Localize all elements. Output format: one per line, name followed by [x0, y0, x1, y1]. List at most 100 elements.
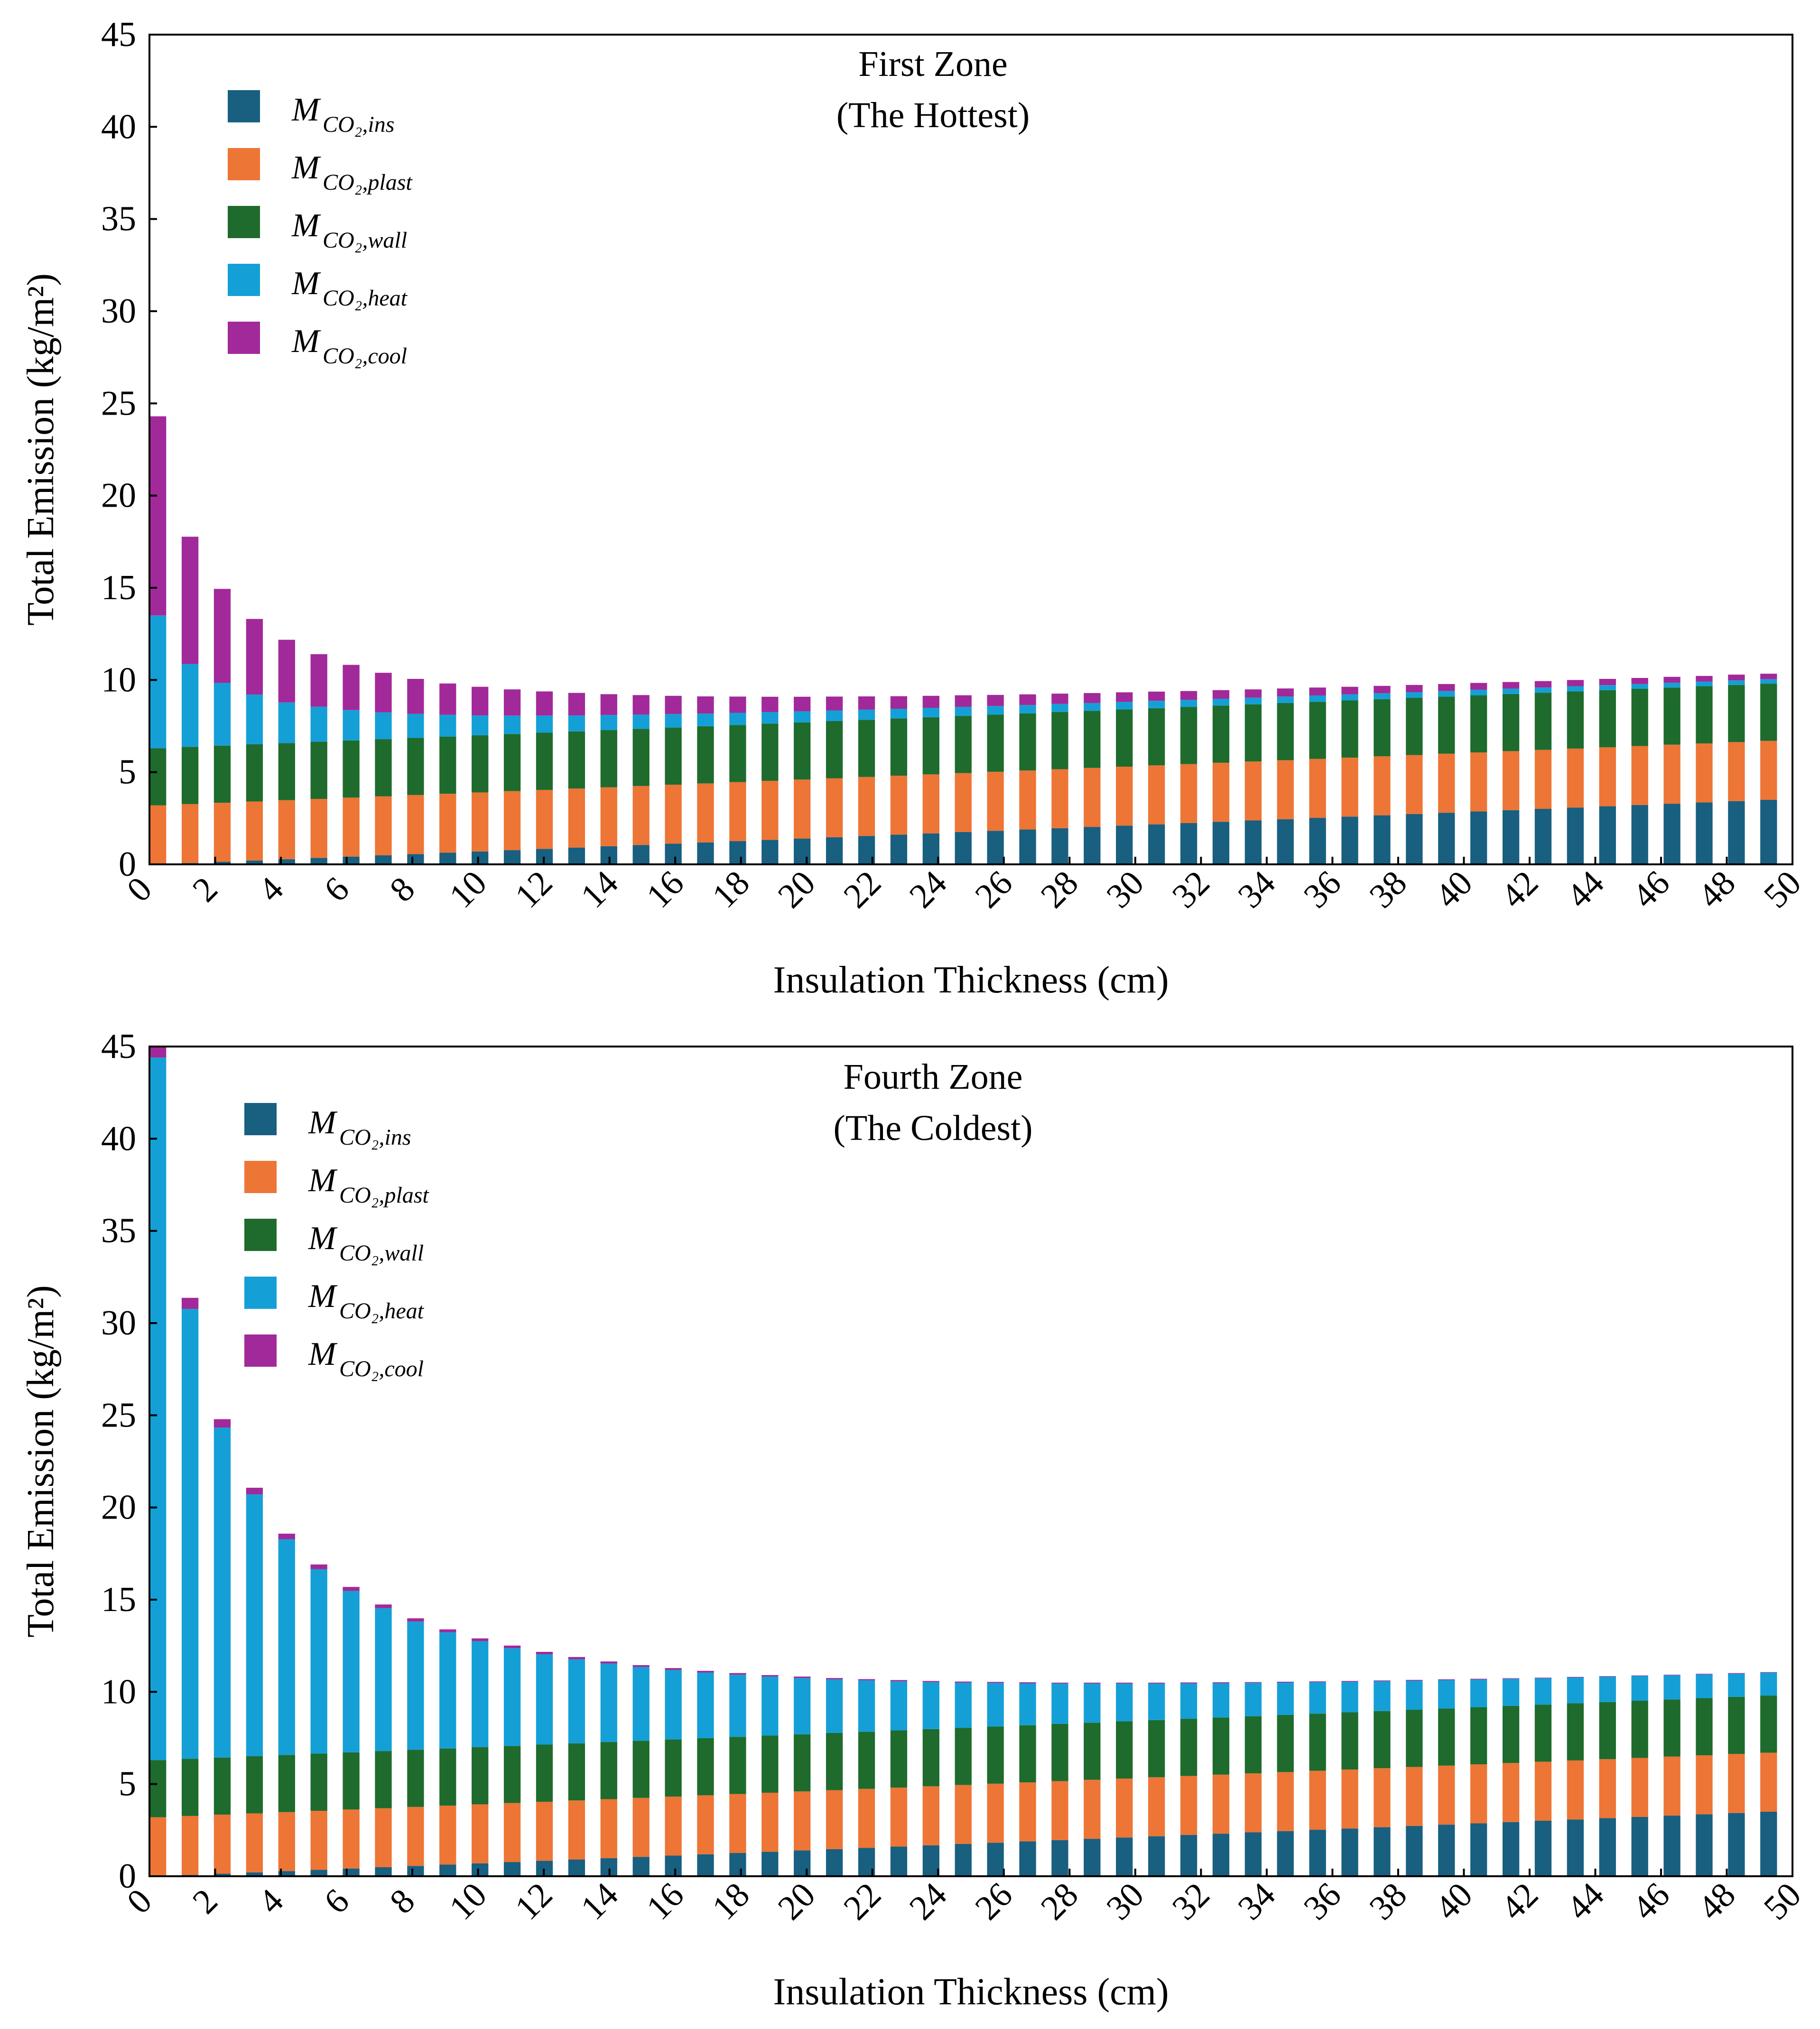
bar-segment	[1470, 1679, 1487, 1707]
bar-segment	[1019, 1682, 1036, 1684]
bar-segment	[149, 748, 167, 806]
bar-segment	[246, 695, 263, 744]
x-axis-title: Insulation Thickness (cm)	[773, 1971, 1169, 2013]
bar-segment	[1051, 828, 1068, 864]
bar-segment	[858, 720, 875, 777]
bar-segment	[1374, 815, 1391, 864]
bar-segment	[1534, 750, 1552, 809]
bar-segment	[729, 713, 746, 725]
bar-segment	[1663, 1756, 1681, 1816]
legend-label: M	[308, 1278, 338, 1315]
bar-segment	[1148, 701, 1165, 708]
bar-segment	[1341, 1681, 1358, 1682]
y-tick-label: 5	[119, 1765, 136, 1804]
bar-segment	[1631, 1758, 1648, 1817]
bar-segment	[1534, 1761, 1552, 1821]
bar-segment	[503, 791, 521, 851]
x-tick-label: 24	[902, 863, 954, 916]
bar-segment	[600, 1663, 617, 1742]
bar-segment	[1374, 756, 1391, 815]
x-tick-label: 12	[508, 863, 560, 916]
bar-segment	[439, 1629, 456, 1632]
bar-segment	[472, 686, 489, 715]
bar-segment	[1116, 709, 1133, 767]
bar-segment	[1051, 1683, 1068, 1724]
x-tick-label: 2	[185, 870, 225, 909]
bar-segment	[343, 1809, 360, 1869]
bar-segment	[890, 834, 908, 864]
bar-segment	[407, 1621, 424, 1750]
bar-segment	[1051, 769, 1068, 828]
bar-segment	[729, 1675, 746, 1737]
bar-segment	[1760, 1752, 1777, 1812]
bar-segment	[1470, 695, 1487, 753]
bar-segment	[890, 696, 908, 709]
bar-segment	[1244, 761, 1262, 821]
bar-segment	[1084, 693, 1101, 703]
bar-segment	[890, 1680, 908, 1682]
bar-segment	[1663, 1675, 1681, 1700]
bar-segment	[665, 695, 682, 714]
bar-segment	[697, 696, 714, 714]
bar-segment	[987, 1843, 1004, 1876]
bar-segment	[1567, 691, 1584, 749]
y-tick-label: 40	[101, 107, 136, 146]
bar-segment	[1212, 1683, 1230, 1718]
bar-segment	[826, 778, 843, 837]
bar-segment	[1212, 822, 1230, 864]
bar-segment	[1728, 742, 1745, 801]
bar-segment	[955, 1728, 972, 1785]
bar-segment	[955, 1682, 972, 1728]
x-tick-label: 50	[1756, 1875, 1809, 1927]
x-tick-label: 48	[1690, 863, 1743, 916]
bar-segment	[1438, 684, 1455, 691]
bar-segment	[890, 708, 908, 719]
bar-segment	[343, 710, 360, 741]
bar-segment	[536, 789, 553, 849]
x-tick-label: 44	[1559, 863, 1611, 916]
x-tick-label: 14	[574, 1875, 626, 1927]
bar-segment	[632, 786, 650, 845]
bar-segment	[632, 1665, 650, 1667]
bar-segment	[568, 788, 585, 848]
legend-swatch	[228, 90, 260, 122]
bars	[149, 416, 1777, 864]
bar-segment	[1502, 682, 1520, 689]
bar-segment	[1244, 704, 1262, 762]
bar-segment	[890, 1730, 908, 1788]
bar-segment	[1728, 1754, 1745, 1813]
bar-segment	[987, 1726, 1004, 1784]
bar-segment	[503, 850, 521, 864]
x-tick-label: 26	[968, 863, 1020, 916]
x-tick-label: 46	[1625, 1875, 1677, 1927]
x-tick-label: 22	[836, 1875, 889, 1927]
bar-segment	[1212, 1682, 1230, 1684]
bar-segment	[600, 694, 617, 715]
bar-segment	[375, 739, 392, 797]
bar-segment	[922, 1845, 939, 1876]
bar-segment	[503, 689, 521, 716]
bar-segment	[439, 683, 456, 715]
bar-segment	[246, 860, 263, 864]
bar-segment	[1631, 678, 1648, 684]
bar-segment	[1180, 1834, 1198, 1876]
bar-segment	[826, 1733, 843, 1790]
bar-segment	[826, 1679, 843, 1733]
bar-segment	[181, 747, 199, 804]
bar-segment	[1631, 1676, 1648, 1701]
bar-segment	[1502, 1678, 1520, 1679]
y-tick-label: 25	[101, 1396, 136, 1435]
bar-segment	[1374, 699, 1391, 757]
bar-segment	[794, 722, 811, 780]
bar-segment	[794, 1677, 811, 1678]
bar-segment	[1244, 1773, 1262, 1833]
bar-segment	[214, 745, 231, 803]
bar-segment	[246, 619, 263, 695]
bar-segment	[375, 673, 392, 713]
bar-segment	[987, 1682, 1004, 1683]
bar-segment	[1567, 1819, 1584, 1876]
bar-segment	[503, 1746, 521, 1803]
bar-segment	[1277, 703, 1294, 760]
bar-segment	[1341, 757, 1358, 817]
bar-segment	[536, 691, 553, 716]
